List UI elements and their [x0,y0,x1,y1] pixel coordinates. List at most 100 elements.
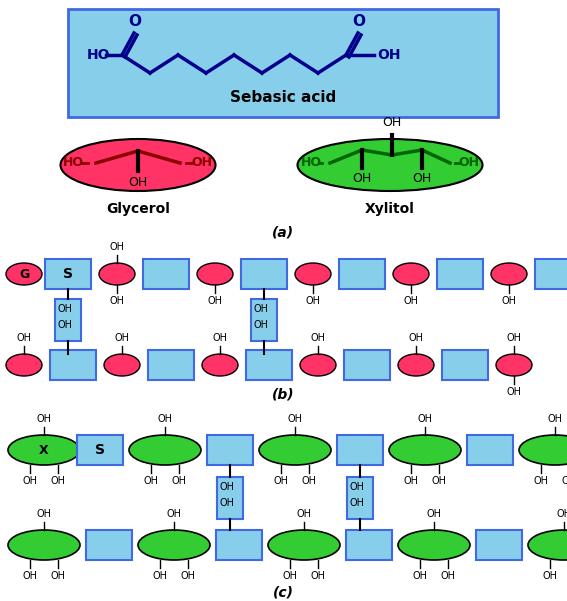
Text: HO: HO [301,156,321,169]
Ellipse shape [6,263,42,285]
Bar [143,259,189,289]
Text: OH: OH [36,509,52,519]
Text: OH: OH [349,483,365,492]
Bar [207,435,253,465]
Text: O: O [353,13,366,28]
Bar [437,259,483,289]
Bar [148,350,194,380]
Ellipse shape [6,354,42,376]
Bar [50,350,96,380]
Text: OH: OH [158,414,172,424]
Text: OH: OH [287,414,303,424]
Text: OH: OH [302,476,316,486]
Text: OH: OH [556,509,567,519]
Text: (a): (a) [272,226,294,240]
Text: OH: OH [506,387,522,397]
Text: OH: OH [253,305,269,314]
Ellipse shape [300,354,336,376]
Text: S: S [95,443,105,457]
Text: OH: OH [311,333,325,343]
Ellipse shape [268,530,340,560]
Text: OH: OH [501,296,517,306]
Bar [442,350,488,380]
Text: HO: HO [86,48,110,62]
Text: OH: OH [50,571,66,581]
Text: OH: OH [404,476,418,486]
Ellipse shape [295,263,331,285]
Text: OH: OH [57,320,73,331]
Text: Xylitol: Xylitol [365,202,415,216]
Text: OH: OH [297,509,311,519]
Text: OH: OH [534,476,548,486]
Text: OH: OH [426,509,442,519]
Text: (c): (c) [273,585,294,599]
Text: OH: OH [413,571,428,581]
Text: OH: OH [180,571,196,581]
Ellipse shape [389,435,461,465]
Ellipse shape [129,435,201,465]
Text: (b): (b) [272,388,294,402]
Text: OH: OH [253,320,269,331]
Text: OH: OH [417,414,433,424]
Bar [86,530,132,560]
Text: OH: OH [441,571,455,581]
Bar [216,530,262,560]
Ellipse shape [104,354,140,376]
Text: OH: OH [382,117,401,129]
Bar [45,259,91,289]
Text: OH: OH [23,476,37,486]
Text: OH: OH [352,172,371,186]
Text: OH: OH [543,571,557,581]
Ellipse shape [138,530,210,560]
Text: OH: OH [404,296,418,306]
Text: O: O [129,13,142,28]
Ellipse shape [398,530,470,560]
Text: OH: OH [412,172,431,186]
Text: OH: OH [349,498,365,508]
Text: OH: OH [431,476,446,486]
Text: OH: OH [219,483,235,492]
Bar [535,259,567,289]
Text: OH: OH [57,305,73,314]
Text: OH: OH [282,571,298,581]
Bar [251,299,277,341]
Text: OH: OH [50,476,66,486]
Text: OH: OH [115,333,129,343]
Bar [346,530,392,560]
Ellipse shape [8,435,80,465]
Text: OH: OH [23,571,37,581]
Text: S: S [63,267,73,281]
Text: OH: OH [109,242,125,252]
Ellipse shape [519,435,567,465]
Ellipse shape [528,530,567,560]
Text: OH: OH [192,156,213,169]
Text: OH: OH [408,333,424,343]
Text: OH: OH [506,333,522,343]
Text: Sebasic acid: Sebasic acid [230,91,336,106]
Bar [347,477,373,519]
Ellipse shape [491,263,527,285]
Bar [55,299,81,341]
Text: OH: OH [153,571,167,581]
Text: OH: OH [377,48,401,62]
Ellipse shape [8,530,80,560]
Ellipse shape [202,354,238,376]
Text: OH: OH [171,476,187,486]
Text: OH: OH [561,476,567,486]
Bar [68,9,498,117]
Text: OH: OH [311,571,325,581]
Ellipse shape [298,139,483,191]
Text: OH: OH [219,498,235,508]
Ellipse shape [496,354,532,376]
Ellipse shape [259,435,331,465]
Text: OH: OH [548,414,562,424]
Text: OH: OH [109,296,125,306]
Ellipse shape [393,263,429,285]
Bar [344,350,390,380]
Bar [337,435,383,465]
Bar [241,259,287,289]
Text: OH: OH [167,509,181,519]
Ellipse shape [197,263,233,285]
Bar [339,259,385,289]
Bar [77,435,123,465]
